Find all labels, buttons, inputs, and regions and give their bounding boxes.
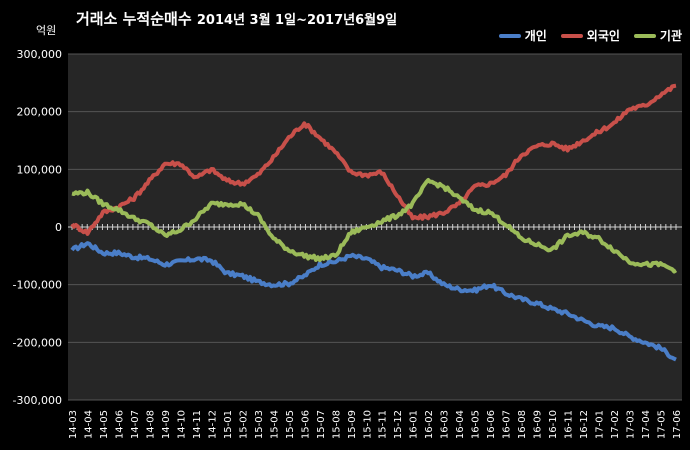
- x-tick-label: 15-03: [254, 410, 265, 439]
- legend-item-institution: 기관: [633, 27, 682, 44]
- series-line-institution: [71, 178, 678, 274]
- series-line-foreign: [70, 83, 677, 236]
- series-lines: [70, 83, 678, 362]
- y-tick-label: 100,000: [17, 163, 63, 176]
- legend-item-foreign: 외국인: [560, 27, 620, 44]
- x-tick-label: 16-06: [486, 410, 497, 439]
- x-tick-label: 17-05: [657, 410, 668, 439]
- y-axis-unit-label: 억원: [36, 24, 57, 37]
- legend-swatch-individual: [498, 33, 521, 38]
- x-tick-label: 17-01: [595, 410, 606, 439]
- x-tick-label: 14-08: [145, 410, 156, 439]
- x-tick-label: 15-06: [300, 410, 311, 439]
- y-tick-label: -300,000: [13, 394, 62, 407]
- x-tick-label: 14-07: [130, 410, 141, 439]
- legend-swatch-institution: [633, 33, 656, 38]
- chart-title-main: 거래소 누적순매수: [76, 10, 192, 28]
- x-tick-label: 14-10: [176, 410, 187, 439]
- legend-item-individual: 개인: [498, 27, 547, 44]
- y-tick-label: -200,000: [13, 336, 62, 349]
- legend-label-individual: 개인: [524, 29, 547, 43]
- legend-swatch-foreign: [560, 33, 583, 38]
- x-tick-label: 14-11: [192, 410, 203, 439]
- legend-label-institution: 기관: [659, 29, 682, 43]
- x-tick-label: 16-04: [455, 410, 466, 439]
- x-tick-label: 14-12: [207, 410, 218, 439]
- x-tick-label: 16-03: [440, 410, 451, 439]
- x-tick-label: 16-10: [548, 410, 559, 439]
- x-tick-label: 15-02: [238, 410, 249, 439]
- x-tick-label: 17-06: [672, 410, 683, 439]
- x-tick-label: 16-02: [424, 410, 435, 439]
- legend-label-foreign: 외국인: [586, 29, 620, 43]
- legend: 개인 외국인 기관: [498, 27, 682, 44]
- y-tick-label: 300,000: [17, 48, 63, 61]
- x-tick-label: 16-08: [517, 410, 528, 439]
- y-tick-label: -100,000: [13, 279, 62, 292]
- y-axis-ticks: 300,000 200,000 100,000 0 -100,000 -200,000 -3…: [13, 48, 62, 407]
- x-tick-label: 16-07: [502, 410, 513, 439]
- x-tick-label: 17-02: [610, 410, 621, 439]
- x-tick-label: 15-10: [362, 410, 373, 439]
- x-tick-label: 15-12: [393, 410, 404, 439]
- x-tick-label: 15-07: [316, 410, 327, 439]
- x-axis-ticks: 14-03 14-04 14-05 14-06 14-07 14-08 14-09 14-10…: [68, 410, 683, 439]
- x-tick-label: 14-04: [83, 410, 94, 439]
- chart-title: 거래소 누적순매수 2014년 3월 1일~2017년6월9일: [76, 8, 397, 29]
- x-tick-label: 17-04: [641, 410, 652, 439]
- x-tick-label: 16-01: [409, 410, 420, 439]
- x-tick-label: 16-09: [533, 410, 544, 439]
- x-tick-label: 15-04: [269, 410, 280, 439]
- series-line-individual: [70, 241, 677, 362]
- x-tick-label: 16-12: [579, 410, 590, 439]
- x-tick-label: 15-09: [347, 410, 358, 439]
- y-tick-label: 200,000: [17, 106, 63, 119]
- x-tick-label: 17-03: [626, 410, 637, 439]
- x-tick-label: 14-06: [114, 410, 125, 439]
- x-tick-label: 16-05: [471, 410, 482, 439]
- x-tick-label: 15-08: [331, 410, 342, 439]
- x-tick-label: 15-01: [223, 410, 234, 439]
- x-tick-label: 14-05: [99, 410, 110, 439]
- chart-title-range: 2014년 3월 1일~2017년6월9일: [196, 13, 398, 28]
- y-tick-label: 0: [55, 221, 62, 234]
- x-tick-label: 14-03: [68, 410, 79, 439]
- x-tick-label: 15-05: [285, 410, 296, 439]
- x-tick-label: 15-11: [378, 410, 389, 439]
- x-tick-label: 16-11: [564, 410, 575, 439]
- x-tick-label: 14-09: [161, 410, 172, 439]
